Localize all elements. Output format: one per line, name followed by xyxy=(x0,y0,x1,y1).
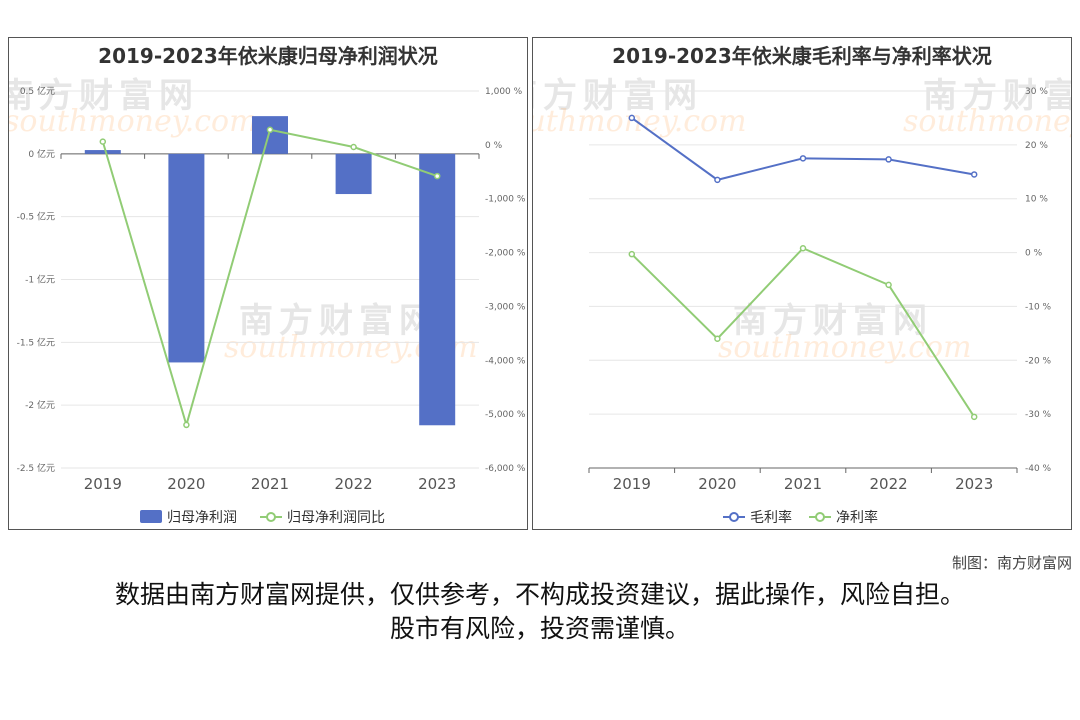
bar-2021 xyxy=(252,116,288,154)
net-margin-point-2023 xyxy=(970,413,978,421)
right-tick-label: -10 % xyxy=(1025,302,1052,312)
left-tick-label: -2.5 亿元 xyxy=(17,462,55,474)
x-tick-label: 2023 xyxy=(955,475,993,493)
right-tick-label: -6,000 % xyxy=(485,464,526,474)
left-tick-label: -0.5 亿元 xyxy=(17,211,55,223)
gross-margin-point-2019 xyxy=(628,114,636,122)
gross-margin-line xyxy=(631,117,975,181)
bar-2020 xyxy=(168,153,205,363)
yoy-point-2022 xyxy=(350,143,357,151)
right-tick-label: -3,000 % xyxy=(485,302,526,312)
disclaimer-line-2: 股市有风险，投资需谨慎。 xyxy=(389,614,690,643)
right-tick-label: -30 % xyxy=(1025,410,1052,420)
right-tick-label: -4,000 % xyxy=(485,356,526,366)
disclaimer: 数据由南方财富网提供，仅供参考，不构成投资建议，据此操作，风险自担。 股市有风险… xyxy=(0,578,1080,646)
gross-margin-point-2022 xyxy=(885,156,892,163)
net-margin-point-2022 xyxy=(885,281,892,289)
left-tick-label: -1.5 亿元 xyxy=(17,336,55,348)
gross-margin-point-2020 xyxy=(714,176,721,184)
legend-swatch-net-profit xyxy=(140,510,162,523)
x-tick-label: 2023 xyxy=(418,475,456,493)
chart-title: 2019-2023年依米康归母净利润状况 xyxy=(98,44,438,68)
right-tick-label: -2,000 % xyxy=(485,249,526,259)
disclaimer-line-1: 数据由南方财富网提供，仅供参考，不构成投资建议，据此操作，风险自担。 xyxy=(114,580,965,609)
right-tick-label: 0 % xyxy=(1025,249,1043,259)
chart-plot: 30 % 20 % 10 % 0 % -10 % -20 % -30 % -40 % 2019 2… xyxy=(588,87,1052,526)
yoy-point-2020 xyxy=(183,421,190,429)
legend-label-net-profit: 归母净利润 xyxy=(167,509,237,526)
right-tick-label: -40 % xyxy=(1025,464,1052,474)
right-tick-label: 20 % xyxy=(1025,141,1048,151)
right-tick-label: 10 % xyxy=(1025,195,1048,205)
x-tick-label: 2019 xyxy=(84,475,122,493)
yoy-point-2019 xyxy=(99,138,107,145)
chart-title: 2019-2023年依米康毛利率与净利率状况 xyxy=(612,44,992,68)
legend-marker-net-margin xyxy=(815,512,825,522)
net-profit-chart-panel: 南方财富网 southmoney.com 南方财富网 southmoney.co… xyxy=(8,37,528,530)
right-tick-label: -5,000 % xyxy=(485,410,526,420)
left-tick-label: -1 亿元 xyxy=(25,274,55,286)
yoy-point-2023 xyxy=(433,172,441,180)
right-tick-label: 0 % xyxy=(485,141,503,151)
x-tick-label: 2021 xyxy=(784,475,822,493)
bar-2022 xyxy=(335,153,372,195)
legend-marker-yoy xyxy=(266,512,276,522)
x-tick-label: 2021 xyxy=(251,475,289,493)
legend-label-gross-margin: 毛利率 xyxy=(750,509,792,526)
x-tick-label: 2019 xyxy=(613,475,651,493)
right-tick-label: -20 % xyxy=(1025,356,1052,366)
gross-margin-point-2023 xyxy=(970,171,978,178)
legend-label-net-margin: 净利率 xyxy=(836,509,878,526)
margin-chart-panel: 南方财富网 southmoney.com 南方财富网 southmoney.co… xyxy=(532,37,1072,530)
left-tick-label: 0.5 亿元 xyxy=(20,85,55,97)
legend-label-yoy: 归母净利润同比 xyxy=(287,509,385,526)
x-tick-label: 2020 xyxy=(698,475,736,493)
chart-plot: 0.5 亿元 0 亿元 -0.5 亿元 -1 亿元 -1.5 亿元 -2 亿元 -2.5 亿… xyxy=(17,85,526,526)
yoy-line xyxy=(101,128,438,429)
x-tick-label: 2022 xyxy=(335,475,373,493)
left-tick-label: -2 亿元 xyxy=(25,399,55,411)
gross-margin-point-2021 xyxy=(799,155,807,162)
yoy-point-2021 xyxy=(266,126,274,134)
net-margin-point-2019 xyxy=(628,250,636,258)
left-tick-label: 0 亿元 xyxy=(28,148,55,160)
legend-marker-gross-margin xyxy=(729,512,739,522)
net-margin-point-2020 xyxy=(714,335,721,342)
bar-2019 xyxy=(84,150,121,154)
right-tick-label: 30 % xyxy=(1025,87,1048,97)
bar-2023 xyxy=(419,153,456,426)
right-tick-label: -1,000 % xyxy=(485,195,526,205)
net-margin-point-2021 xyxy=(799,245,807,252)
right-tick-label: 1,000 % xyxy=(485,87,523,97)
net-margin-line xyxy=(631,247,976,418)
x-tick-label: 2022 xyxy=(870,475,908,493)
x-tick-label: 2020 xyxy=(167,475,205,493)
chart-credit: 制图：南方财富网 xyxy=(951,554,1072,572)
